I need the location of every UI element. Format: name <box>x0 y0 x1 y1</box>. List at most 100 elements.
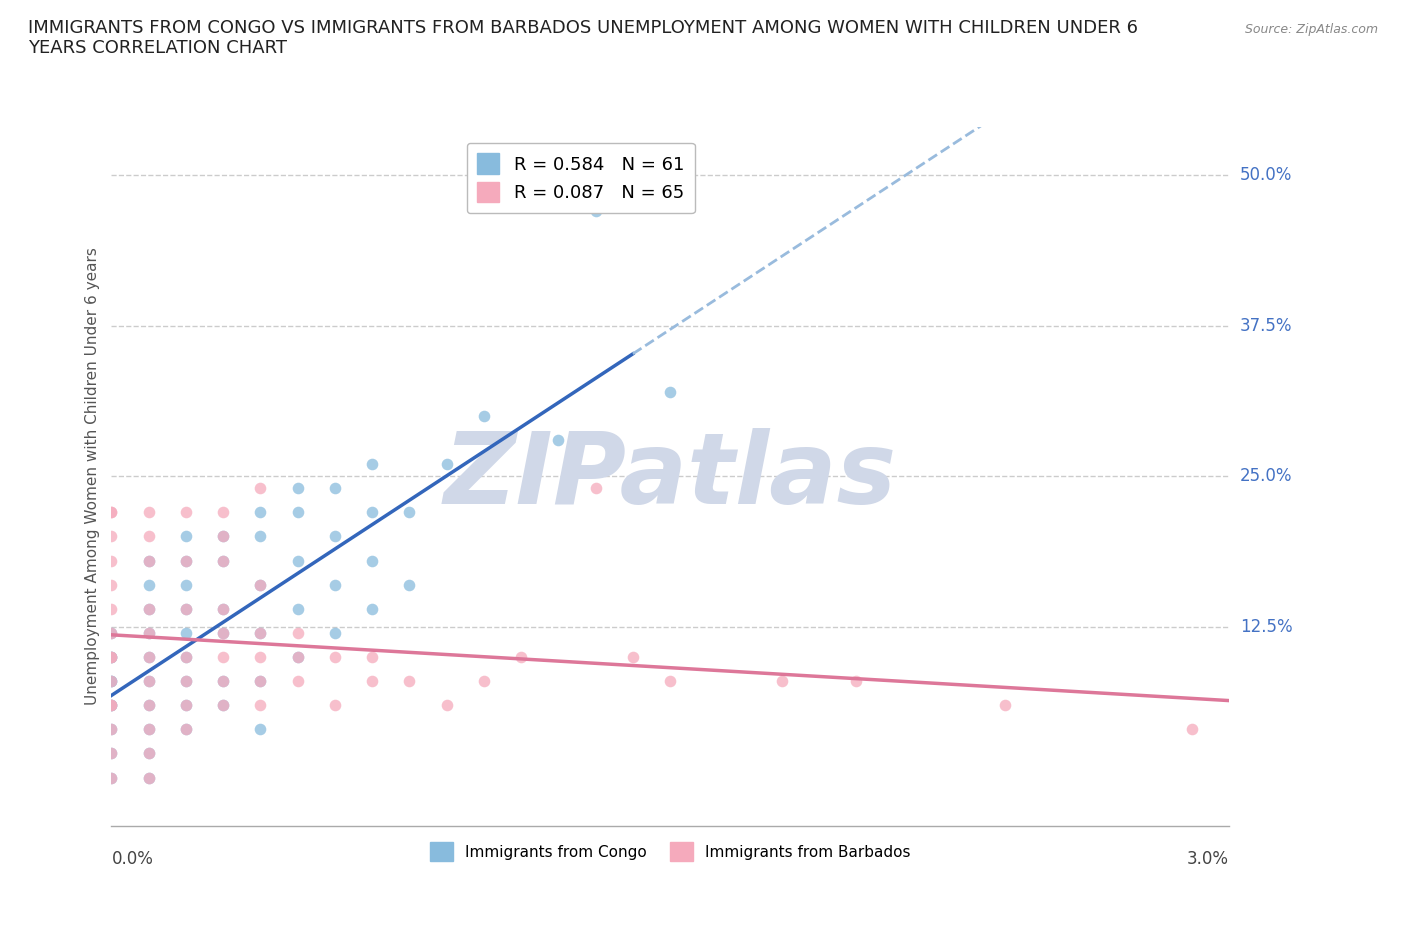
Point <box>138 626 160 641</box>
Point <box>100 746 122 761</box>
Point <box>212 529 235 544</box>
Point <box>249 722 271 737</box>
Point <box>174 673 197 688</box>
Point <box>249 649 271 664</box>
Point <box>100 505 122 520</box>
Point <box>398 673 420 688</box>
Point <box>138 770 160 785</box>
Point <box>212 505 235 520</box>
Point <box>174 578 197 592</box>
Point <box>361 553 384 568</box>
Point <box>212 529 235 544</box>
Point <box>100 626 122 641</box>
Point <box>436 457 458 472</box>
Point <box>174 722 197 737</box>
Point <box>436 698 458 712</box>
Point <box>287 649 309 664</box>
Point <box>659 673 682 688</box>
Point <box>100 529 122 544</box>
Point <box>212 602 235 617</box>
Point <box>100 602 122 617</box>
Point <box>174 529 197 544</box>
Point <box>323 698 346 712</box>
Point <box>174 553 197 568</box>
Point <box>174 698 197 712</box>
Point <box>138 649 160 664</box>
Point <box>361 457 384 472</box>
Point <box>138 602 160 617</box>
Point <box>100 722 122 737</box>
Point <box>138 529 160 544</box>
Point <box>174 553 197 568</box>
Point <box>138 602 160 617</box>
Point <box>249 529 271 544</box>
Point <box>472 673 495 688</box>
Point <box>249 578 271 592</box>
Point <box>510 649 533 664</box>
Point <box>100 626 122 641</box>
Point <box>100 770 122 785</box>
Point <box>323 649 346 664</box>
Point <box>100 505 122 520</box>
Point <box>174 649 197 664</box>
Point <box>100 698 122 712</box>
Point <box>174 722 197 737</box>
Point <box>398 505 420 520</box>
Point <box>138 673 160 688</box>
Point <box>287 602 309 617</box>
Point <box>174 602 197 617</box>
Point <box>100 673 122 688</box>
Text: IMMIGRANTS FROM CONGO VS IMMIGRANTS FROM BARBADOS UNEMPLOYMENT AMONG WOMEN WITH : IMMIGRANTS FROM CONGO VS IMMIGRANTS FROM… <box>28 19 1137 58</box>
Point <box>174 626 197 641</box>
Point <box>138 673 160 688</box>
Point <box>138 578 160 592</box>
Point <box>994 698 1017 712</box>
Point <box>100 673 122 688</box>
Point <box>287 553 309 568</box>
Text: 37.5%: 37.5% <box>1240 316 1292 335</box>
Point <box>100 770 122 785</box>
Point <box>323 626 346 641</box>
Point <box>212 553 235 568</box>
Point <box>100 698 122 712</box>
Point <box>138 722 160 737</box>
Point <box>138 746 160 761</box>
Legend: Immigrants from Congo, Immigrants from Barbados: Immigrants from Congo, Immigrants from B… <box>423 836 917 867</box>
Point <box>659 384 682 399</box>
Text: Source: ZipAtlas.com: Source: ZipAtlas.com <box>1244 23 1378 36</box>
Point <box>100 649 122 664</box>
Point <box>1181 722 1204 737</box>
Point <box>287 481 309 496</box>
Point <box>100 578 122 592</box>
Text: 12.5%: 12.5% <box>1240 618 1292 636</box>
Point <box>585 481 607 496</box>
Point <box>100 698 122 712</box>
Point <box>249 698 271 712</box>
Point <box>212 602 235 617</box>
Point <box>249 626 271 641</box>
Point <box>212 673 235 688</box>
Point <box>174 649 197 664</box>
Point <box>287 649 309 664</box>
Point <box>174 602 197 617</box>
Point <box>212 649 235 664</box>
Point <box>398 578 420 592</box>
Point <box>100 649 122 664</box>
Point <box>174 505 197 520</box>
Point <box>323 529 346 544</box>
Point <box>770 673 793 688</box>
Point <box>174 698 197 712</box>
Point <box>138 698 160 712</box>
Point <box>472 408 495 423</box>
Point <box>361 602 384 617</box>
Point <box>249 578 271 592</box>
Point <box>249 626 271 641</box>
Point <box>138 746 160 761</box>
Text: ZIPatlas: ZIPatlas <box>443 428 897 525</box>
Text: 0.0%: 0.0% <box>111 850 153 868</box>
Point <box>249 673 271 688</box>
Point <box>138 553 160 568</box>
Point <box>138 649 160 664</box>
Point <box>100 553 122 568</box>
Point <box>138 770 160 785</box>
